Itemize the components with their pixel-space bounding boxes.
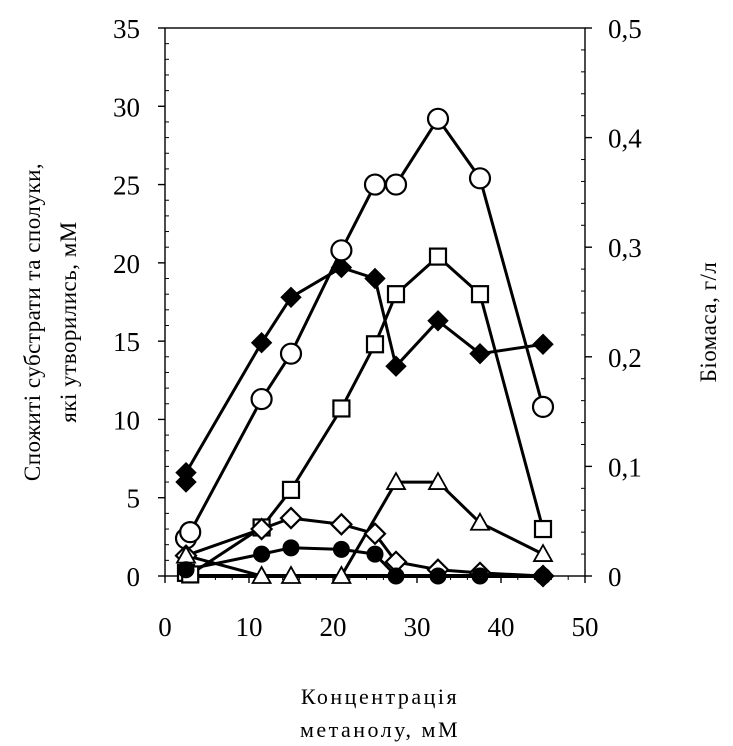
data-point-open-square xyxy=(386,285,406,304)
y-left-tick-label: 15 xyxy=(113,327,140,357)
y-left-tick-label: 10 xyxy=(113,405,140,435)
data-point-open-diamond xyxy=(279,506,303,530)
data-point-open-circle xyxy=(250,387,273,411)
data-point-filled-diamond xyxy=(280,286,302,309)
series-line-open-square xyxy=(185,255,545,576)
x-tick-label: 0 xyxy=(158,612,172,642)
data-point-filled-diamond xyxy=(427,310,449,332)
x-tick-label: 10 xyxy=(236,612,263,642)
data-point-open-circle xyxy=(531,395,555,419)
data-point-open-triangle xyxy=(427,471,449,490)
data-point-open-triangle xyxy=(532,543,554,562)
data-point-filled-diamond xyxy=(532,333,554,355)
data-point-filled-circle xyxy=(253,545,271,563)
data-point-open-square xyxy=(365,335,385,354)
plot-frame xyxy=(164,27,586,577)
data-point-filled-circle xyxy=(387,567,405,585)
data-point-filled-circle xyxy=(471,567,489,585)
y-right-axis-title: Біомаса, г/л xyxy=(696,262,721,383)
data-point-filled-diamond xyxy=(469,342,491,365)
x-axis-title-line-1: Концентрація xyxy=(300,684,460,709)
data-point-open-triangle xyxy=(280,565,302,584)
y-left-tick-label: 25 xyxy=(113,171,140,201)
data-point-open-diamond xyxy=(363,522,387,546)
data-point-open-diamond xyxy=(329,512,353,536)
x-tick-label: 50 xyxy=(572,612,599,642)
data-point-open-triangle xyxy=(469,511,491,531)
data-point-open-square xyxy=(470,285,490,304)
data-point-filled-circle xyxy=(534,567,552,585)
y-right-tick-label: 0 xyxy=(608,562,622,592)
data-point-filled-diamond xyxy=(175,461,197,484)
x-axis-title-line-2: метанолу, мМ xyxy=(299,717,461,742)
data-point-filled-circle xyxy=(429,567,447,585)
data-point-filled-diamond xyxy=(250,332,273,354)
x-tick-label: 30 xyxy=(404,612,431,642)
y-left-tick-label: 5 xyxy=(127,484,141,514)
y-right-tick-label: 0,3 xyxy=(608,233,642,263)
data-point-open-triangle xyxy=(251,565,273,584)
data-point-filled-circle xyxy=(177,561,195,579)
data-point-open-diamond xyxy=(250,517,274,541)
data-point-filled-circle xyxy=(366,545,384,563)
data-point-open-circle xyxy=(179,521,202,544)
y-right-tick-label: 0,4 xyxy=(608,124,642,154)
x-tick-label: 20 xyxy=(320,612,347,642)
data-point-open-circle xyxy=(330,239,353,262)
y-right-tick-label: 0,5 xyxy=(608,14,642,44)
data-point-open-square xyxy=(533,519,553,539)
data-point-filled-diamond xyxy=(330,256,353,279)
series-line-open-circle xyxy=(184,117,545,540)
y-right-tick-label: 0,1 xyxy=(608,452,642,482)
data-point-open-circle xyxy=(468,167,492,190)
data-point-filled-diamond xyxy=(385,355,407,377)
data-point-filled-circle xyxy=(332,540,350,558)
y-left-tick-label: 30 xyxy=(113,92,140,122)
data-point-filled-circle xyxy=(282,539,300,557)
data-point-open-circle xyxy=(279,342,303,365)
data-point-open-circle xyxy=(426,107,450,130)
data-point-open-square xyxy=(332,399,351,418)
y-left-axis-title-line-1: Спожиті субстрати та сполуки, xyxy=(20,163,45,481)
y-left-axis-title-line-2: які утворились, мМ xyxy=(56,221,81,422)
series-line-filled-diamond xyxy=(184,266,544,483)
x-tick-label: 40 xyxy=(488,612,515,642)
data-point-filled-diamond xyxy=(364,267,386,290)
y-left-tick-label: 35 xyxy=(113,14,140,44)
data-point-open-circle xyxy=(384,173,408,196)
y-left-tick-label: 0 xyxy=(127,562,141,592)
y-right-tick-label: 0,2 xyxy=(608,343,642,373)
y-left-tick-label: 20 xyxy=(113,249,140,279)
data-point-open-circle xyxy=(363,173,387,196)
data-point-open-triangle xyxy=(385,471,407,490)
data-point-open-square xyxy=(281,480,301,499)
data-point-open-triangle xyxy=(330,565,352,584)
data-point-open-square xyxy=(428,247,448,266)
